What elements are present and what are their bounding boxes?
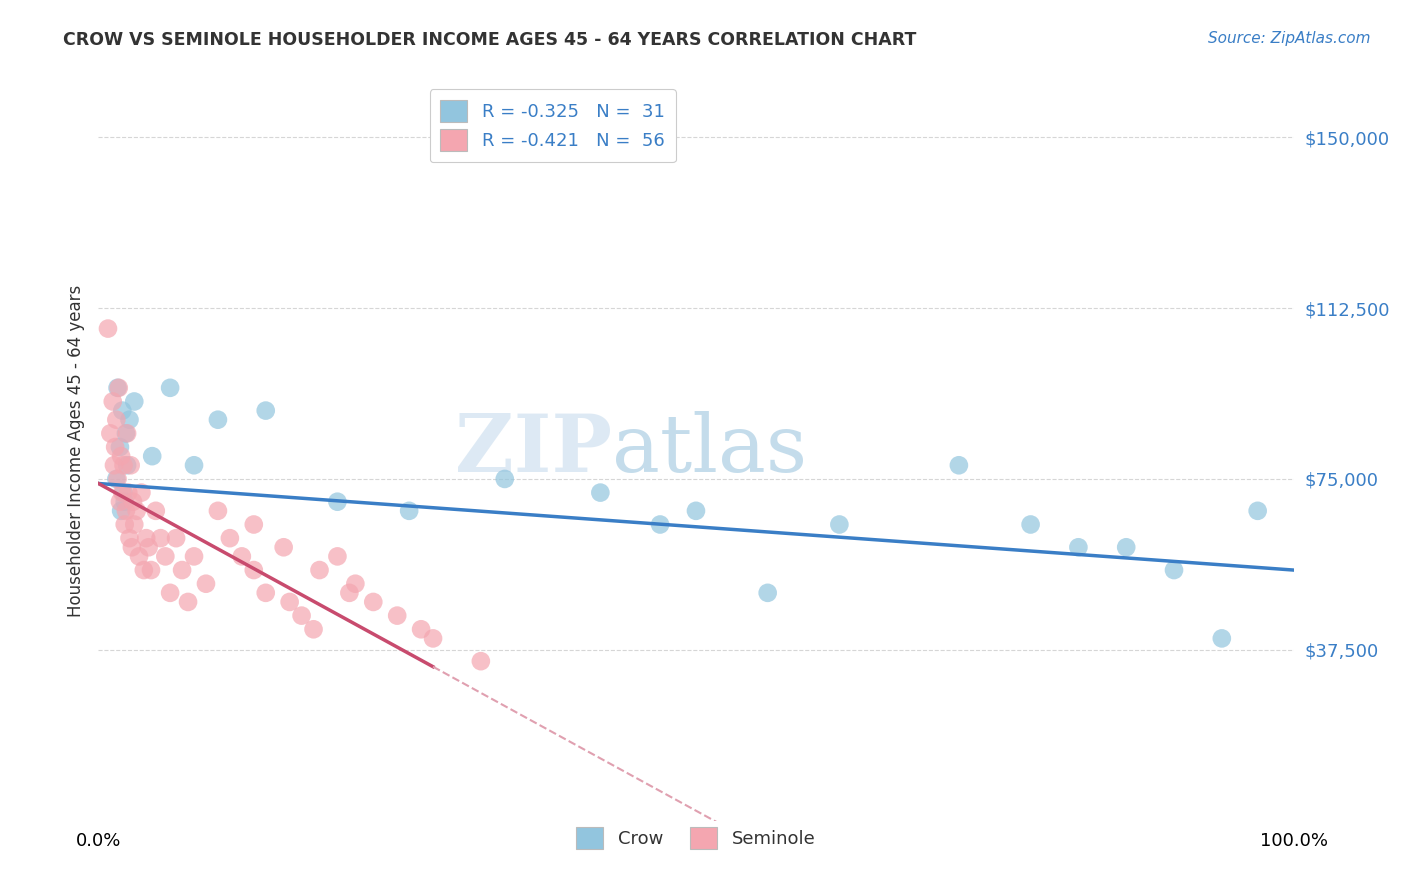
- Point: [97, 321, 120, 335]
- Point: [363, 595, 385, 609]
- Point: [105, 413, 128, 427]
- Point: [105, 472, 128, 486]
- Y-axis label: Householder Income Ages 45 - 64 years: Householder Income Ages 45 - 64 years: [66, 285, 84, 616]
- Point: [1067, 541, 1090, 555]
- Point: [107, 381, 129, 395]
- Point: [195, 576, 218, 591]
- Point: [111, 485, 134, 500]
- Point: [273, 541, 295, 555]
- Point: [278, 595, 301, 609]
- Point: [756, 586, 779, 600]
- Point: [132, 563, 155, 577]
- Point: [115, 504, 138, 518]
- Point: [243, 563, 266, 577]
- Point: [385, 608, 409, 623]
- Point: [107, 381, 129, 395]
- Text: Source: ZipAtlas.com: Source: ZipAtlas.com: [1208, 31, 1371, 46]
- Point: [177, 595, 200, 609]
- Point: [115, 426, 138, 441]
- Point: [494, 472, 516, 486]
- Point: [159, 586, 181, 600]
- Point: [101, 394, 124, 409]
- Point: [112, 485, 135, 500]
- Text: atlas: atlas: [613, 411, 807, 490]
- Point: [145, 504, 167, 518]
- Point: [110, 504, 132, 518]
- Point: [124, 394, 146, 409]
- Point: [1019, 517, 1042, 532]
- Point: [1211, 632, 1233, 646]
- Point: [98, 426, 122, 441]
- Point: [165, 531, 187, 545]
- Point: [685, 504, 707, 518]
- Point: [422, 632, 444, 646]
- Point: [344, 576, 367, 591]
- Point: [398, 504, 420, 518]
- Point: [125, 504, 148, 518]
- Point: [111, 403, 134, 417]
- Text: ZIP: ZIP: [456, 411, 613, 490]
- Point: [183, 458, 205, 473]
- Point: [120, 458, 142, 473]
- Point: [121, 541, 143, 555]
- Point: [470, 654, 492, 668]
- Point: [339, 586, 361, 600]
- Point: [648, 517, 672, 532]
- Point: [104, 440, 127, 454]
- Point: [122, 494, 145, 508]
- Point: [411, 622, 433, 636]
- Point: [135, 531, 157, 545]
- Point: [139, 563, 162, 577]
- Point: [291, 608, 314, 623]
- Point: [103, 458, 125, 473]
- Point: [110, 449, 132, 463]
- Text: CROW VS SEMINOLE HOUSEHOLDER INCOME AGES 45 - 64 YEARS CORRELATION CHART: CROW VS SEMINOLE HOUSEHOLDER INCOME AGES…: [63, 31, 917, 49]
- Point: [254, 586, 277, 600]
- Point: [128, 549, 150, 564]
- Point: [138, 541, 160, 555]
- Point: [115, 458, 138, 473]
- Point: [118, 413, 141, 427]
- Point: [308, 563, 330, 577]
- Point: [326, 494, 349, 508]
- Point: [219, 531, 242, 545]
- Point: [243, 517, 266, 532]
- Point: [326, 549, 349, 564]
- Point: [207, 504, 229, 518]
- Point: [124, 517, 146, 532]
- Point: [828, 517, 851, 532]
- Point: [141, 449, 163, 463]
- Point: [118, 531, 141, 545]
- Point: [1247, 504, 1270, 518]
- Point: [172, 563, 194, 577]
- Point: [107, 472, 129, 486]
- Point: [149, 531, 172, 545]
- Point: [131, 485, 153, 500]
- Point: [231, 549, 253, 564]
- Point: [159, 381, 181, 395]
- Point: [114, 494, 136, 508]
- Point: [302, 622, 325, 636]
- Point: [183, 549, 205, 564]
- Legend: Crow, Seminole: Crow, Seminole: [569, 820, 823, 856]
- Point: [117, 485, 139, 500]
- Point: [108, 440, 131, 454]
- Point: [1115, 541, 1137, 555]
- Point: [207, 413, 229, 427]
- Point: [1163, 563, 1185, 577]
- Point: [948, 458, 970, 473]
- Point: [155, 549, 177, 564]
- Point: [589, 485, 612, 500]
- Point: [112, 458, 135, 473]
- Point: [254, 403, 277, 417]
- Point: [108, 494, 131, 508]
- Point: [114, 517, 136, 532]
- Point: [115, 426, 138, 441]
